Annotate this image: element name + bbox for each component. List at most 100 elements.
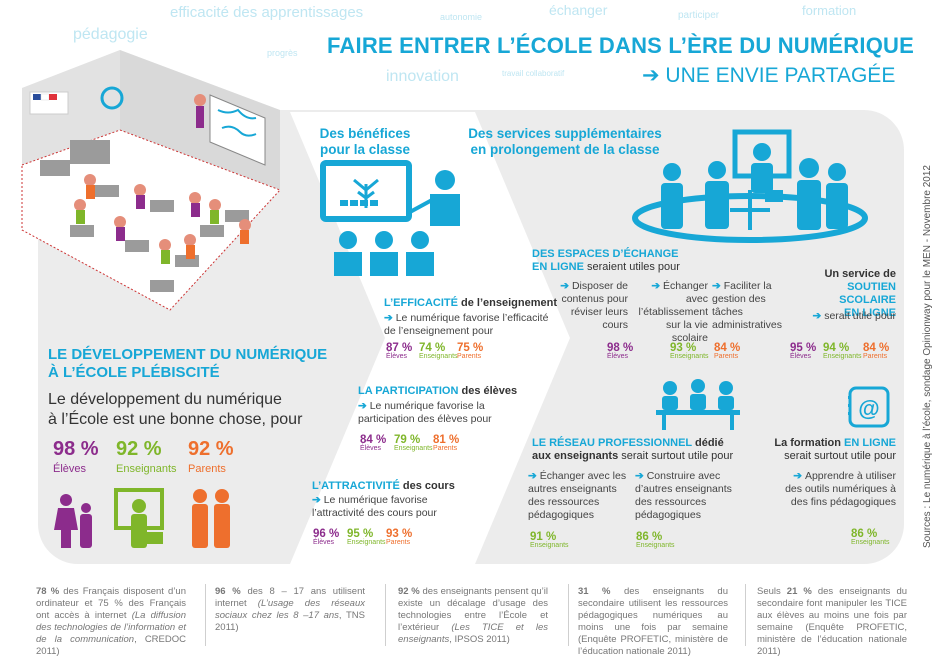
exchange-stat-parents: 84 % Parents [714,342,741,360]
footer-fact-2: 96 % des 8 – 17 ans utilisent internet (… [215,586,365,633]
tag-word: innovation [386,68,459,85]
left-heading-line1: LE DÉVELOPPEMENT DU NUMÉRIQUE [48,346,328,363]
tag-word: progrès [267,48,298,58]
tag-word: travail collaboratif [502,69,565,78]
benefit-efficiency-stat-pupils: 87 % Élèves [386,342,413,360]
network-heading-line2-rest: serait surtout utile pour [618,450,734,462]
network-heading-line2: aux enseignants [532,450,619,462]
page-subtitle: ➔ UNE ENVIE PARTAGÉE [642,64,896,87]
support-text: ➔ serait utile pour [812,310,896,322]
left-stat-pupils: 98 % Élèves [53,438,99,475]
exchange-col3: ➔ Faciliter la gestion des tâches admini… [712,280,783,331]
exchange-col1: ➔ Disposer de contenus pour réviser leur… [560,280,628,331]
services-title-line1: Des services supplémentaires [468,126,662,141]
training-heading: La formation EN LIGNE serait surtout uti… [758,437,896,463]
training-item: ➔ Apprendre à utiliser des outils numéri… [785,470,896,508]
left-stat-label: Parents [188,463,226,475]
meeting-table-icon [656,379,740,430]
tag-word: échanger [549,2,608,18]
footer-fact-4: 31 % des enseignants du secondaire utili… [578,586,728,657]
network-col2: ➔ Construire avec d’autres enseignants d… [635,470,732,521]
left-text-line2: à l’École est une bonne chose, pour [48,411,303,428]
benefit-head-rest: des élèves [458,385,518,397]
footer-fact-5: Seuls 21 % des enseignants du secondaire… [757,586,908,657]
tag-word: formation [802,3,857,18]
exchange-heading-rest: seraient utiles pour [583,261,680,273]
tag-word: pédagogie [73,26,148,43]
page-title: FAIRE ENTRER L’ÉCOLE DANS L’ÈRE DU NUMÉR… [327,33,914,58]
left-heading-line2: À L’ÉCOLE PLÉBISCITÉ [48,364,220,381]
left-stat-value: 92 % [116,438,162,460]
network-col1: ➔ Échanger avec les autres enseignants d… [528,470,627,521]
benefit-participation-stat-teachers: 79 % Enseignants [394,434,433,452]
exchange-col2: ➔ Échanger avec l’établissement sur la v… [638,280,708,344]
services-title: Des services supplémentaires en prolonge… [455,126,675,158]
footer-fact-3: 92 % des enseignants pensent qu’il exist… [398,586,548,645]
benefit-attractiveness-stat-parents: 93 % Parents [386,528,413,546]
network-stat1: 91 % Enseignants [530,531,569,549]
support-heading-line1: Un service de [824,268,896,280]
exchange-stat-pupils: 98 % Élèves [607,342,634,360]
benefits-title-line1: Des bénéfices [319,126,411,141]
exchange-stat-teachers: 93 % Enseignants [670,342,709,360]
footer-divider [568,584,569,646]
benefit-efficiency-stat-parents: 75 % Parents [457,342,484,360]
benefits-title-line2: pour la classe [319,142,411,157]
benefit-efficiency-heading: L’EFFICACITÉ de l’enseignement [384,297,557,310]
benefits-title: Des bénéfices pour la classe [300,126,430,158]
left-stat-value: 92 % [188,438,234,460]
benefit-attractiveness-text: ➔ Le numérique favorise l’attractivité d… [312,494,437,519]
email-at-icon: @ [848,386,890,428]
benefit-text: Le numérique favorise l’attractivité des… [312,494,437,519]
training-heading-strong: EN LIGNE [844,437,896,449]
benefit-text: Le numérique favorise la participation d… [358,400,492,425]
left-stat-label: Élèves [53,463,87,475]
support-stat-teachers: 94 % Enseignants [823,342,862,360]
benefit-head-rest: des cours [399,480,455,492]
services-title-line2: en prolongement de la classe [470,142,660,157]
benefit-efficiency-stat-teachers: 74 % Enseignants [419,342,458,360]
exchange-heading-line1: DES ESPACES D’ÉCHANGE [532,248,679,260]
benefit-participation-stat-pupils: 84 % Élèves [360,434,387,452]
footer-divider [745,584,746,646]
training-heading-line2: serait surtout utile pour [784,450,896,462]
network-heading: LE RÉSEAU PROFESSIONNEL dédié aux enseig… [532,437,742,463]
classroom-screen-icon [320,160,460,276]
benefit-participation-stat-parents: 81 % Parents [433,434,460,452]
exchange-heading: DES ESPACES D’ÉCHANGE EN LIGNE seraient … [532,248,732,274]
services-people-illustration [632,129,868,243]
support-stat-parents: 84 % Parents [863,342,890,360]
tag-word: efficacité des apprentissages [170,4,364,21]
benefit-attractiveness-stat-teachers: 95 % Enseignants [347,528,386,546]
benefit-head-strong: LA PARTICIPATION [358,385,459,397]
left-stat-value: 98 % [53,438,99,460]
left-heading: LE DÉVELOPPEMENT DU NUMÉRIQUE À L’ÉCOLE … [48,346,327,382]
benefit-efficiency-text: ➔ Le numérique favorise l’efficacité de … [384,312,549,337]
left-stat-parents: 92 % Parents [188,438,234,475]
support-heading-line3: EN LIGNE [844,307,896,319]
left-stat-label: Enseignants [116,463,177,475]
benefit-head-strong: L’ATTRACTIVITÉ [312,480,400,492]
benefit-participation-heading: LA PARTICIPATION des élèves [358,385,517,398]
support-stat-pupils: 95 % Élèves [790,342,817,360]
benefits-chevron-shape [290,112,570,564]
training-stat: 86 % Enseignants [851,528,890,546]
network-stat2: 86 % Enseignants [636,531,675,549]
source-note: Sources : Le numérique à l’école, sondag… [922,165,933,548]
benefit-text: Le numérique favorise l’efficacité de l’… [384,312,549,337]
svg-text:@: @ [858,396,879,421]
benefit-attractiveness-heading: L’ATTRACTIVITÉ des cours [312,480,455,493]
benefit-head-strong: L’EFFICACITÉ [384,297,458,309]
support-heading-line2: SOUTIEN SCOLAIRE [839,281,896,306]
training-heading-text: La formation [774,437,845,449]
exchange-heading-strong: EN LIGNE [532,261,584,273]
support-heading: Un service de SOUTIEN SCOLAIRE EN LIGNE [790,268,896,320]
benefit-participation-text: ➔ Le numérique favorise la participation… [358,400,492,425]
footer-divider [205,584,206,646]
left-people-icons [54,488,230,548]
left-text: Le développement du numérique à l’École … [48,390,302,430]
benefit-head-rest: de l’enseignement [457,297,557,309]
tag-word: participer [678,10,720,21]
network-heading-strong: LE RÉSEAU PROFESSIONNEL [532,437,692,449]
tag-word: autonomie [440,12,483,22]
